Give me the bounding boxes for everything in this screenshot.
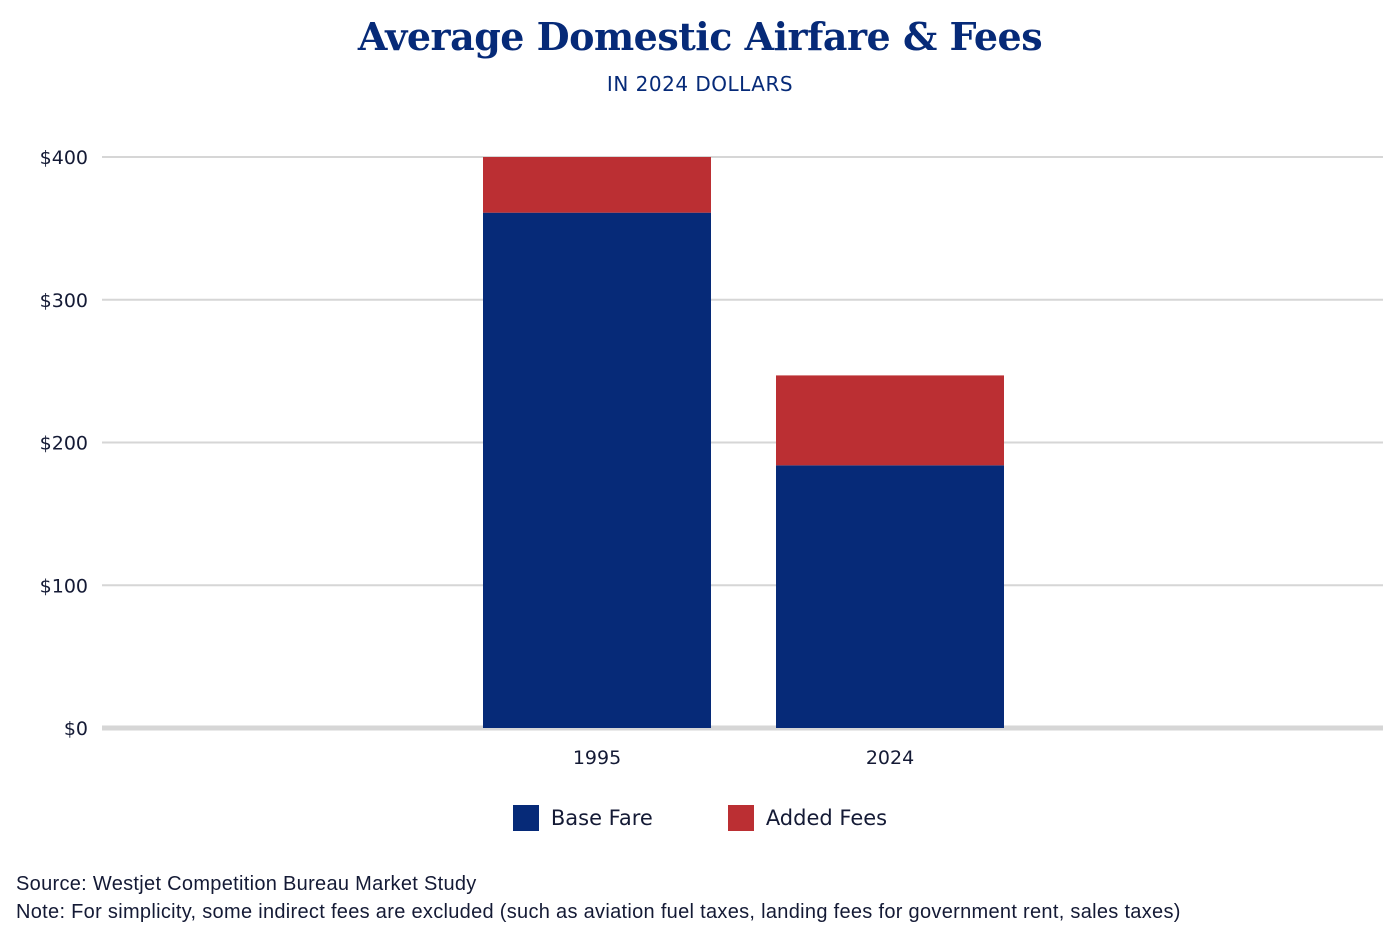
stacked-bar-chart: $0 $100 $200 $300 $400 1995 2024 (40, 147, 1383, 769)
chart-subtitle: IN 2024 DOLLARS (606, 72, 794, 96)
legend-swatch-base-fare (512, 805, 539, 831)
bar-2024-added-fees (776, 375, 1004, 466)
bar-1995-added-fees (483, 157, 711, 213)
y-tick-label: $200 (40, 433, 88, 455)
legend-label-base-fare: Base Fare (550, 806, 653, 830)
gridlines (102, 156, 1383, 731)
y-tick-label: $0 (64, 718, 88, 740)
legend-label-added-fees: Added Fees (765, 806, 888, 830)
x-tick-label: 1995 (573, 747, 621, 769)
legend-item-base-fare: Base Fare (512, 805, 653, 831)
x-tick-label: 2024 (866, 747, 914, 769)
bar-1995-base-fare (483, 212, 711, 729)
y-axis-ticks: $0 $100 $200 $300 $400 (40, 147, 88, 740)
legend-item-added-fees: Added Fees (727, 805, 888, 831)
y-tick-label: $100 (40, 575, 88, 597)
y-tick-label: $300 (40, 290, 88, 312)
bars (483, 157, 1004, 729)
bar-2024-base-fare (776, 465, 1004, 728)
y-tick-label: $400 (40, 147, 88, 169)
footer: Source: Westjet Competition Bureau Marke… (16, 870, 1181, 926)
legend-swatch-added-fees (727, 805, 754, 831)
legend: Base Fare Added Fees (0, 805, 1400, 831)
source-note: Source: Westjet Competition Bureau Marke… (16, 873, 477, 895)
disclaimer-note: Note: For simplicity, some indirect fees… (16, 901, 1181, 923)
chart-title: Average Domestic Airfare & Fees (357, 14, 1043, 59)
x-axis-ticks: 1995 2024 (573, 747, 914, 769)
